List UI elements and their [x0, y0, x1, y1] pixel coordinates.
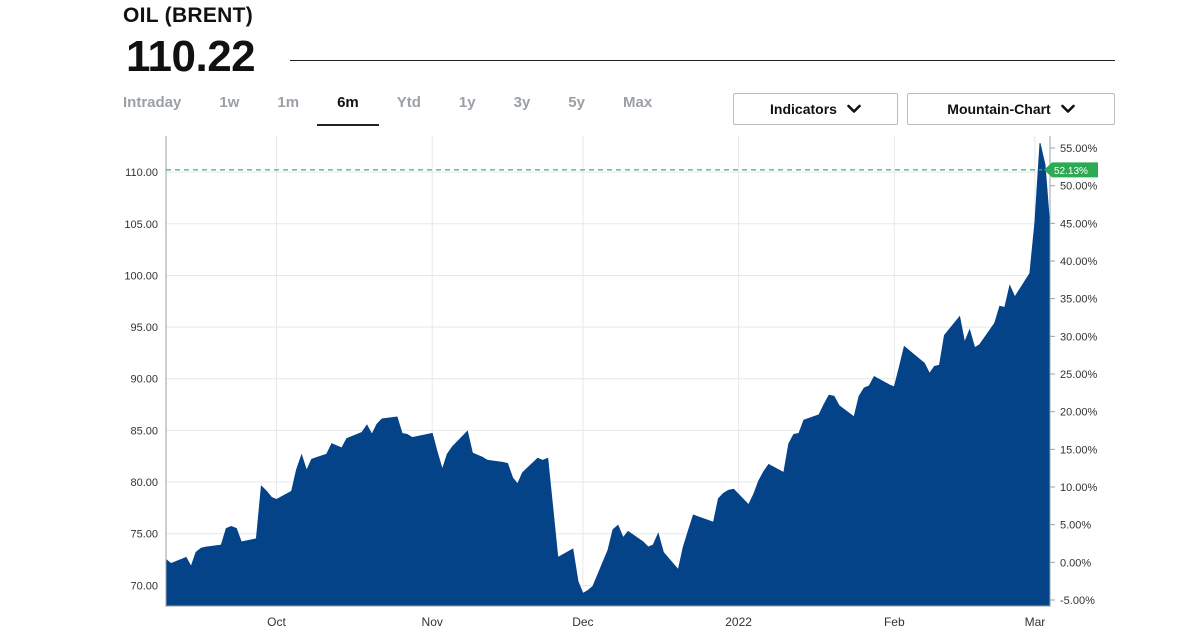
y2-tick-label: 10.00%	[1060, 482, 1098, 494]
current-change-badge	[1044, 162, 1098, 178]
y-tick-label: 100.00	[124, 270, 158, 282]
y-tick-label: 105.00	[124, 219, 158, 231]
indicators-dropdown[interactable]: Indicators	[733, 93, 898, 125]
tab-1w[interactable]: 1w	[219, 94, 240, 111]
tab-3y[interactable]: 3y	[513, 94, 531, 111]
y2-tick-label: 35.00%	[1060, 294, 1098, 306]
tab-1m[interactable]: 1m	[277, 94, 300, 111]
instrument-title: OIL (BRENT)	[123, 4, 254, 27]
current-change-label: 52.13%	[1054, 166, 1088, 177]
y2-tick-label: 30.00%	[1060, 331, 1098, 343]
y-tick-label: 95.00	[130, 322, 158, 334]
y-tick-label: 110.00	[125, 167, 158, 179]
y2-tick-label: 40.00%	[1060, 256, 1098, 268]
y-tick-label: 80.00	[130, 477, 158, 489]
y2-tick-label: 0.00%	[1060, 557, 1091, 569]
tab-intraday[interactable]: Intraday	[123, 94, 182, 111]
tab-1y[interactable]: 1y	[458, 94, 476, 111]
series-area	[165, 143, 1051, 607]
time-range-tabs: Intraday 1w 1m 6m Ytd 1y 3y 5y Max	[113, 90, 680, 128]
tab-6m[interactable]: 6m	[317, 90, 379, 128]
y2-tick-label: 45.00%	[1060, 218, 1098, 230]
header-divider	[290, 60, 1115, 61]
y2-tick-label: 5.00%	[1060, 520, 1091, 532]
y-tick-label: 70.00	[130, 580, 158, 592]
chevron-down-icon	[847, 104, 861, 113]
tab-5y[interactable]: 5y	[568, 94, 585, 111]
x-tick-label: Mar	[1025, 615, 1046, 629]
indicators-label: Indicators	[770, 101, 837, 117]
chevron-down-icon	[1060, 104, 1075, 113]
x-tick-label: Nov	[422, 615, 443, 629]
tab-ytd[interactable]: Ytd	[396, 94, 421, 111]
y-tick-label: 85.00	[130, 425, 158, 437]
chart-type-dropdown[interactable]: Mountain-Chart	[907, 93, 1115, 125]
y-tick-label: 75.00	[130, 529, 158, 541]
chart-type-label: Mountain-Chart	[947, 101, 1051, 117]
x-tick-label: Oct	[267, 615, 286, 629]
y2-tick-label: -5.00%	[1060, 595, 1095, 607]
current-price: 110.22	[126, 32, 256, 81]
y2-tick-label: 25.00%	[1060, 369, 1098, 381]
y2-tick-label: 50.00%	[1060, 181, 1098, 193]
y2-tick-label: 55.00%	[1060, 143, 1098, 155]
y2-tick-label: 20.00%	[1060, 407, 1098, 419]
x-tick-label: 2022	[725, 615, 752, 629]
y-tick-label: 90.00	[130, 374, 158, 386]
tab-max[interactable]: Max	[622, 94, 653, 111]
x-tick-label: Dec	[572, 615, 593, 629]
y2-tick-label: 15.00%	[1060, 444, 1098, 456]
x-tick-label: Feb	[884, 615, 905, 629]
